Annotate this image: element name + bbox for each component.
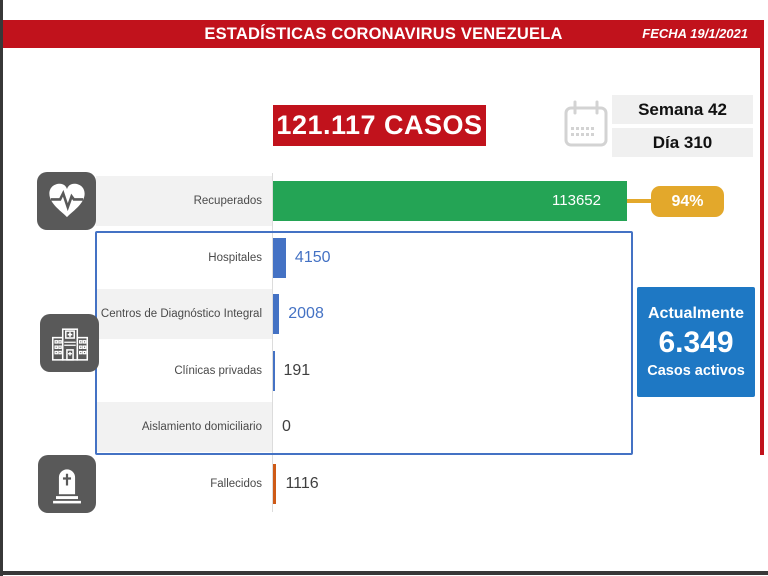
value-label-recuperados: 113652	[552, 192, 601, 209]
active-cases-value: 6.349	[658, 326, 734, 359]
value-label-fallecidos: 1116	[285, 474, 319, 492]
row-band	[96, 402, 272, 452]
week-box: Semana 42	[612, 95, 753, 124]
category-label-centros-diagnostico-integral: Centros de Diagnóstico Integral	[100, 308, 262, 320]
recovered-percent-badge: 94%	[651, 186, 724, 217]
category-label-aislamiento-domiciliario: Aislamiento domiciliario	[141, 421, 262, 433]
total-cases-box: 121.117 CASOS	[273, 105, 486, 146]
active-cases-caption: Casos activos	[647, 363, 745, 379]
bar-hospitales	[273, 237, 286, 278]
header-banner: ESTADÍSTICAS CORONAVIRUS VENEZUELA FECHA…	[3, 20, 764, 48]
bottom-frame-line	[0, 571, 768, 575]
page-title: ESTADÍSTICAS CORONAVIRUS VENEZUELA	[204, 24, 563, 43]
bar-centros-diagnostico-integral	[273, 294, 280, 334]
value-label-hospitales: 4150	[294, 248, 331, 266]
heart-pulse-icon	[37, 172, 96, 230]
value-label-clinicas-privadas: 191	[283, 361, 311, 379]
value-label-centros-diagnostico-integral: 2008	[288, 305, 324, 322]
category-label-clinicas-privadas: Clínicas privadas	[174, 364, 262, 377]
value-label-aislamiento-domiciliario: 0	[282, 418, 291, 435]
calendar-icon	[562, 99, 610, 151]
left-frame-line	[0, 0, 3, 576]
category-label-fallecidos: Fallecidos	[210, 477, 262, 490]
bar-fallecidos	[273, 463, 277, 504]
percent-connector-line	[627, 199, 653, 203]
active-cases-heading: Actualmente	[647, 305, 745, 322]
day-label: Día 310	[652, 132, 713, 152]
row-band	[96, 176, 272, 226]
category-label-recuperados: Recuperados	[193, 195, 262, 207]
total-cases-value: 121.117 CASOS	[276, 110, 483, 140]
category-label-hospitales: Hospitales	[208, 251, 262, 264]
tombstone-icon	[38, 455, 96, 513]
hospital-building-icon	[40, 314, 99, 372]
chart-axis-line	[272, 173, 273, 512]
date-label: FECHA 19/1/2021	[642, 26, 748, 41]
bar-recuperados	[273, 181, 627, 221]
right-accent-line	[760, 20, 764, 455]
active-cases-box: Actualmente 6.349 Casos activos	[637, 287, 755, 397]
bar-clinicas-privadas	[273, 350, 275, 391]
week-label: Semana 42	[638, 99, 727, 119]
day-box: Día 310	[612, 128, 753, 157]
recovered-percent-value: 94%	[671, 192, 704, 210]
row-band	[96, 289, 272, 339]
